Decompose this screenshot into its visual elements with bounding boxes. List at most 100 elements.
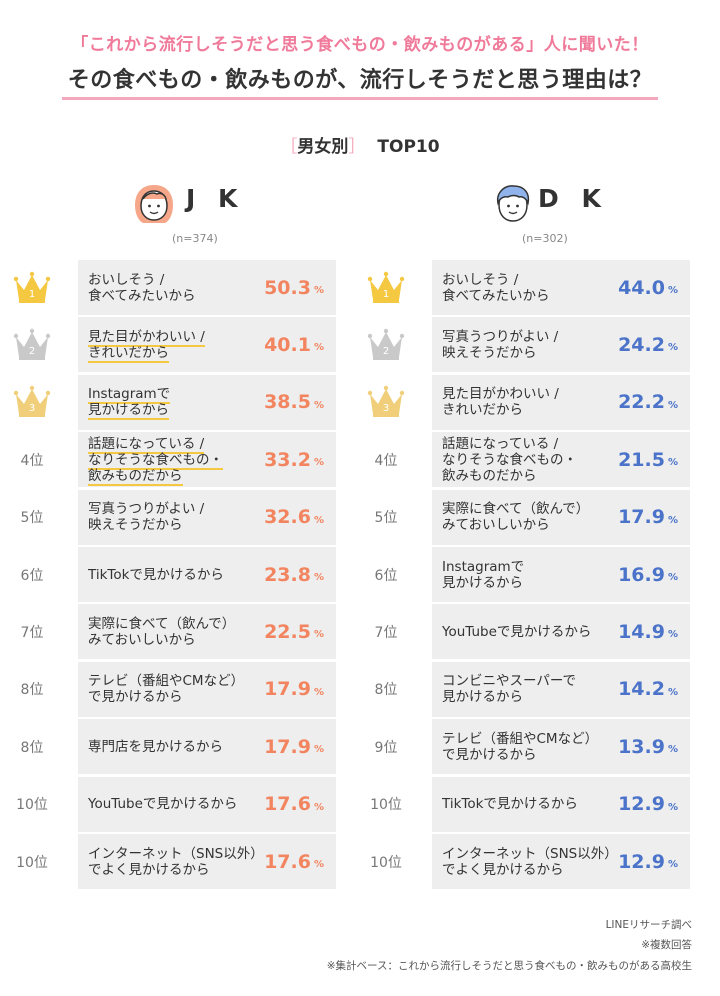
percent-value: 17.9% (264, 678, 324, 701)
row-background (432, 547, 690, 602)
crown-icon: 3 (360, 375, 412, 430)
row-background (432, 489, 690, 545)
row-background (432, 317, 690, 373)
percent-value: 17.9% (264, 735, 324, 758)
percent-value: 33.2% (264, 448, 324, 471)
percent-value: 14.2% (618, 678, 678, 701)
percent-value: 12.9% (618, 850, 678, 873)
reason-label: 写真うつりがよい / 映えそうだから (442, 328, 559, 361)
reason-label: コンビニやスーパーで 見かけるから (442, 673, 577, 706)
row-background (78, 547, 336, 602)
rank-number: 1 (29, 289, 35, 300)
reason-label: YouTubeで見かけるから (442, 623, 592, 640)
row-background (78, 260, 336, 315)
reason-label: 写真うつりがよい / 映えそうだから (88, 501, 205, 534)
crown-icon: 2 (360, 317, 412, 372)
row-background (78, 432, 336, 488)
rank-label: 10位 (370, 797, 402, 814)
sample-size: (n=374) (172, 232, 218, 245)
base-note: ※集計ベース：これから流行しそうだと思う食べもの・飲みものがある高校生 (326, 960, 692, 972)
table-row: 5位 写真うつりがよい / 映えそうだから 32.6% (21, 489, 336, 545)
row-background (78, 661, 336, 717)
rank-label: 4位 (374, 452, 398, 469)
reason-label: 専門店を見かけるから (88, 738, 223, 755)
table-row: 7位 実際に食べて（飲んで） みておいしいから 22.5% (21, 604, 336, 660)
table-row: 1 おいしそう / 食べてみたいから 44.0% (367, 260, 690, 315)
rank-label: 8位 (20, 682, 44, 699)
percent-value: 17.6% (264, 793, 324, 816)
percent-value: 38.5% (264, 391, 324, 414)
percent-value: 50.3% (264, 276, 324, 299)
rank-label: 8位 (374, 682, 398, 699)
crown-icon: 1 (360, 260, 412, 315)
reason-label: テレビ（番組やCMなど） で見かけるから (88, 673, 245, 706)
row-background (432, 374, 690, 430)
percent-value: 22.2% (618, 391, 678, 414)
rank-label: 10位 (370, 854, 402, 871)
percent-value: 16.9% (618, 563, 678, 586)
percent-value: 13.9% (618, 735, 678, 758)
reason-label: 話題になっている / なりそうな食べもの・ 飲みものだから (442, 435, 577, 484)
reason-label: インターネット（SNS以外） でよく見かけるから (442, 845, 618, 878)
rank-label: 10位 (16, 854, 48, 871)
reason-label: 見た目がかわいい / きれいだから (442, 386, 559, 419)
reason-label: おいしそう / 食べてみたいから (442, 271, 550, 304)
table-row: 1 おいしそう / 食べてみたいから 50.3% (13, 260, 336, 315)
row-background (432, 719, 690, 775)
bracket-close: ］ (348, 137, 366, 157)
percent-value: 23.8% (264, 563, 324, 586)
table-row: 6位 Instagramで 見かけるから 16.9% (375, 547, 690, 602)
table-row: 8位 テレビ（番組やCMなど） で見かけるから 17.9% (21, 661, 336, 717)
section-top: TOP10 (377, 137, 440, 157)
page-title: その食べもの・飲みものが、流行しそうだと思う理由は？ (67, 68, 653, 93)
percent-value: 40.1% (264, 333, 324, 356)
crown-icon: 1 (6, 260, 58, 315)
table-row: 6位 TikTokで見かけるから 23.8% (21, 547, 336, 602)
crown-icon: 3 (6, 375, 58, 430)
row-background (78, 604, 336, 660)
bracket-open: ［ (280, 137, 298, 157)
group-name: D K (538, 184, 608, 213)
row-background (78, 374, 336, 430)
table-row: 2 見た目がかわいい / きれいだから 40.1% (13, 317, 336, 373)
section-header: ［男女別］ TOP10 (0, 132, 720, 157)
percent-value: 22.5% (264, 620, 324, 643)
reason-label: Instagramで 見かけるから (88, 386, 171, 421)
reason-label: Instagramで 見かけるから (442, 558, 525, 591)
rank-label: 4位 (20, 452, 44, 469)
percent-value: 21.5% (618, 448, 678, 471)
table-row: 10位 TikTokで見かけるから 12.9% (370, 776, 690, 832)
row-background (78, 719, 336, 775)
reason-label: 実際に食べて（飲んで） みておいしいから (88, 615, 236, 648)
rank-label: 5位 (20, 510, 44, 527)
row-background (78, 317, 336, 373)
table-row: 10位 YouTubeで見かけるから 17.6% (16, 776, 336, 832)
reason-label: TikTokで見かけるから (88, 566, 224, 583)
subtitle: 「これから流行しそうだと思う食べもの・飲みものがある」人に聞いた！ (71, 35, 649, 55)
rank-label: 7位 (374, 624, 398, 641)
row-background (78, 776, 336, 832)
row-background (432, 834, 690, 889)
rank-label: 5位 (374, 510, 398, 527)
section-label: 男女別 (297, 137, 349, 157)
group-name: J K (186, 184, 245, 213)
percent-value: 12.9% (618, 793, 678, 816)
table-row: 10位 インターネット（SNS以外） でよく見かけるから 12.9% (370, 834, 690, 889)
table-row: 2 写真うつりがよい / 映えそうだから 24.2% (367, 317, 690, 373)
boy-face-icon (496, 185, 530, 222)
percent-value: 17.6% (264, 850, 324, 873)
reason-label: YouTubeで見かけるから (88, 796, 238, 813)
title-underline (62, 97, 658, 100)
rank-number: 3 (383, 403, 389, 414)
table-row: 8位 専門店を見かけるから 17.9% (21, 719, 336, 775)
row-background (432, 661, 690, 717)
reason-label: 話題になっている / なりそうな食べもの・ 飲みものだから (88, 435, 223, 486)
table-row: 3 見た目がかわいい / きれいだから 22.2% (367, 374, 690, 430)
percent-value: 14.9% (618, 620, 678, 643)
rank-label: 7位 (20, 624, 44, 641)
table-row: 3 Instagramで 見かけるから 38.5% (13, 374, 336, 430)
reason-label: インターネット（SNS以外） でよく見かけるから (88, 845, 264, 878)
percent-value: 32.6% (264, 506, 324, 529)
crown-icon: 2 (6, 317, 58, 372)
